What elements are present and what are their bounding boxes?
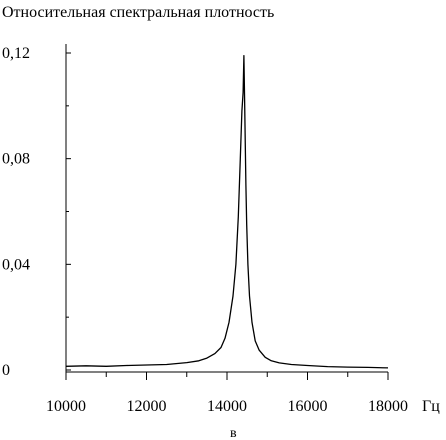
x-tick-label: 12000 [127, 398, 167, 415]
y-ticks: 0 0,04 0,08 0,12 [2, 45, 71, 379]
series-line-0 [65, 54, 389, 369]
x-axis-label: Гц [422, 398, 440, 415]
y-tick-label: 0,04 [2, 256, 30, 273]
x-tick-label: 14000 [207, 398, 247, 415]
y-tick-label: 0 [2, 362, 10, 379]
figure-caption: в [230, 426, 237, 440]
y-tick-label: 0,12 [2, 45, 30, 62]
x-tick-label: 16000 [288, 398, 328, 415]
x-ticks: 10000 12000 14000 16000 18000 [46, 372, 408, 415]
chart-title: Относительная спектральная плотность [2, 4, 274, 21]
x-tick-label: 10000 [46, 398, 86, 415]
series-group [65, 54, 389, 369]
x-tick-label: 18000 [368, 398, 408, 415]
y-tick-label: 0,08 [2, 151, 30, 168]
